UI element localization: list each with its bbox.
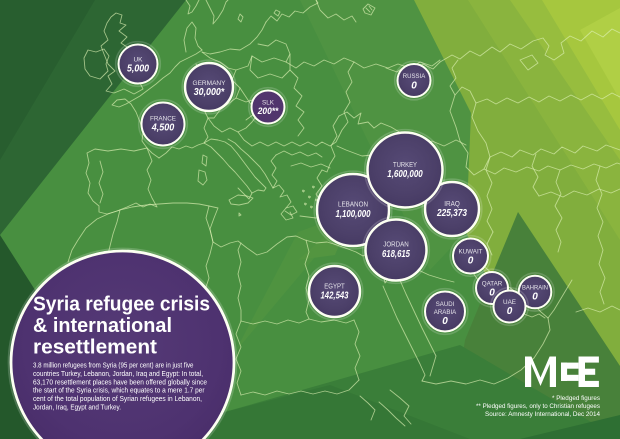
svg-text:Syria refugee crisis: Syria refugee crisis bbox=[33, 294, 210, 316]
svg-text:RUSSIA: RUSSIA bbox=[403, 73, 426, 80]
svg-text:the start of the Syria crisis,: the start of the Syria crisis, which equ… bbox=[33, 386, 205, 395]
svg-text:SAUDI: SAUDI bbox=[436, 301, 455, 308]
svg-text:0: 0 bbox=[507, 306, 513, 317]
svg-text:Source: Amnesty International,: Source: Amnesty International, Dec 2014 bbox=[485, 411, 600, 418]
svg-text:JORDAN: JORDAN bbox=[383, 240, 409, 249]
svg-text:& international: & international bbox=[33, 315, 172, 337]
svg-text:UAE: UAE bbox=[503, 299, 516, 306]
svg-text:142,543: 142,543 bbox=[321, 291, 349, 302]
svg-text:EGYPT: EGYPT bbox=[324, 281, 345, 290]
svg-text:618,615: 618,615 bbox=[382, 249, 410, 260]
svg-text:UK: UK bbox=[134, 57, 143, 64]
svg-text:SLK: SLK bbox=[262, 99, 274, 106]
svg-text:resettlement: resettlement bbox=[33, 337, 157, 359]
svg-text:0: 0 bbox=[411, 80, 417, 91]
svg-text:cent of the total population o: cent of the total population of Syrian r… bbox=[33, 394, 202, 403]
svg-text:FRANCE: FRANCE bbox=[150, 115, 176, 122]
svg-text:63,170 resettlement places hav: 63,170 resettlement places have been off… bbox=[33, 377, 207, 386]
svg-text:ARABIA: ARABIA bbox=[434, 309, 457, 316]
svg-text:LEBANON: LEBANON bbox=[338, 200, 368, 209]
svg-text:QATAR: QATAR bbox=[482, 281, 503, 288]
svg-text:IRAQ: IRAQ bbox=[444, 199, 460, 208]
svg-text:0: 0 bbox=[468, 256, 474, 267]
svg-text:* Pledged figures: * Pledged figures bbox=[552, 395, 601, 402]
svg-text:countries Turkey, Lebanon, Jor: countries Turkey, Lebanon, Jordan, Iraq … bbox=[33, 369, 203, 378]
svg-text:GERMANY: GERMANY bbox=[193, 80, 226, 87]
svg-text:3.8 million refugees from Syri: 3.8 million refugees from Syria (95 per … bbox=[33, 361, 194, 370]
svg-text:0: 0 bbox=[442, 316, 448, 327]
svg-text:200**: 200** bbox=[257, 105, 280, 116]
svg-text:30,000*: 30,000* bbox=[194, 87, 225, 98]
svg-text:** Pledged figures, only to Ch: ** Pledged figures, only to Christian re… bbox=[476, 403, 601, 410]
svg-text:5,000: 5,000 bbox=[127, 64, 149, 75]
svg-text:KUWAIT: KUWAIT bbox=[459, 249, 483, 256]
svg-text:Jordan, Iraq, Egypt and Turkey: Jordan, Iraq, Egypt and Turkey. bbox=[33, 402, 121, 411]
svg-text:4,500: 4,500 bbox=[151, 122, 175, 133]
svg-text:0: 0 bbox=[489, 288, 495, 299]
svg-text:1,600,000: 1,600,000 bbox=[387, 169, 423, 180]
svg-text:BAHRAIN: BAHRAIN bbox=[522, 285, 548, 292]
svg-text:TURKEY: TURKEY bbox=[393, 160, 417, 169]
svg-text:0: 0 bbox=[532, 292, 538, 303]
svg-text:1,100,000: 1,100,000 bbox=[336, 209, 371, 220]
svg-text:225,373: 225,373 bbox=[436, 208, 467, 219]
